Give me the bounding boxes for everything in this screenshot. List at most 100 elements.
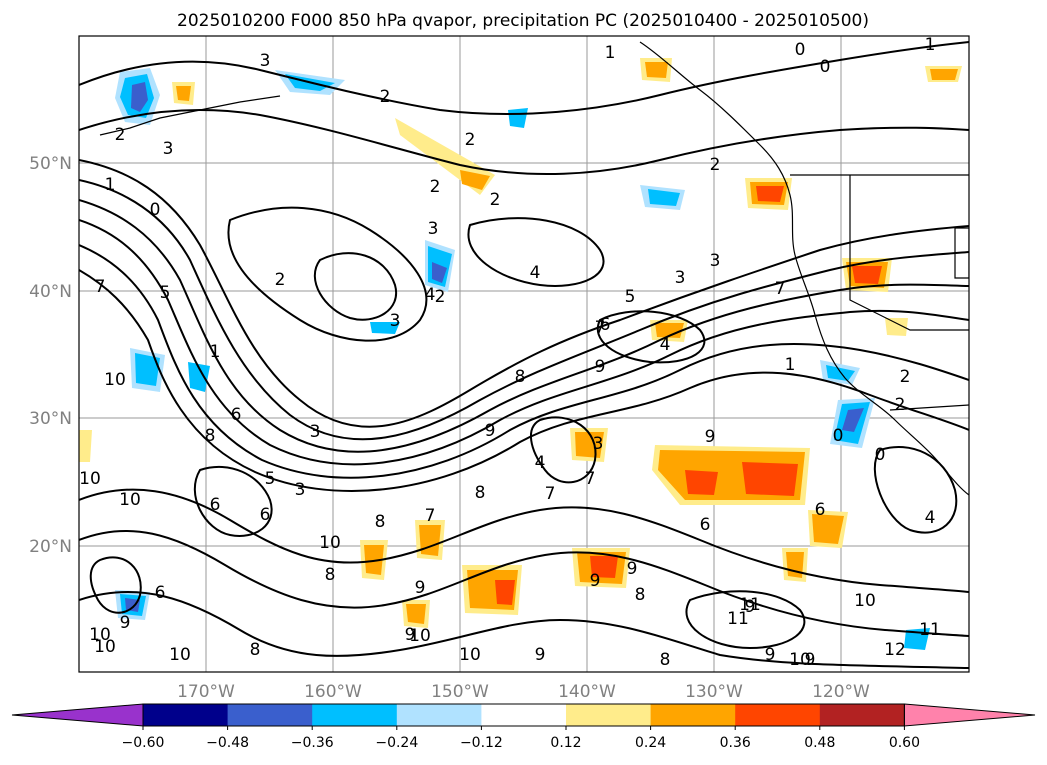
contour-label: 3 xyxy=(390,311,401,331)
positive-anomaly-strong xyxy=(495,580,515,605)
contour-label: 9 xyxy=(595,357,606,377)
colorbar-extend-high xyxy=(903,703,1036,727)
contour-label: 8 xyxy=(375,512,386,532)
contour-label: 3 xyxy=(260,51,271,71)
contour-label: 2 xyxy=(490,190,501,210)
contour-label: 8 xyxy=(660,650,671,670)
colorbar-cell xyxy=(312,704,398,726)
negative-anomaly-strong xyxy=(131,82,148,112)
contour-label: 0 xyxy=(795,40,806,60)
contour-label: 4 xyxy=(535,453,546,473)
lat-label-30n: 30°N xyxy=(29,409,72,429)
contour-label: 2 xyxy=(710,155,721,175)
colorbar-tick-label: −0.36 xyxy=(291,735,334,751)
colorbar-tick-label: −0.60 xyxy=(122,735,165,751)
colorbar-tick-label: −0.24 xyxy=(375,735,418,751)
contour-label: 2 xyxy=(895,395,906,415)
contour-label: 9 xyxy=(805,650,816,670)
colorbar-cell xyxy=(143,704,229,726)
colorbar-extend-low xyxy=(11,703,144,727)
contour-label: 3 xyxy=(295,480,306,500)
positive-anomaly-core xyxy=(176,86,191,101)
contour-label: 2 xyxy=(900,367,911,387)
qvapor-contours xyxy=(79,41,969,669)
lat-label-50n: 50°N xyxy=(29,154,72,174)
contour-label: 9 xyxy=(485,421,496,441)
contour-line xyxy=(79,488,969,593)
contour-label: 1 xyxy=(785,355,796,375)
positive-anomaly-core xyxy=(655,323,684,338)
contour-label: 7 xyxy=(545,484,556,504)
lon-label-130w: 130°W xyxy=(685,682,743,702)
negative-anomaly-core xyxy=(188,362,210,392)
positive-anomaly-patch xyxy=(885,318,908,336)
negative-anomaly-core xyxy=(135,353,160,386)
contour-label: 6 xyxy=(231,405,242,425)
contour-label: 8 xyxy=(205,426,216,446)
contour-label: 10 xyxy=(459,645,481,665)
contour-line xyxy=(79,269,969,492)
contour-label: 8 xyxy=(475,483,486,503)
contour-label: 3 xyxy=(675,268,686,288)
contour-line xyxy=(79,159,969,428)
negative-anomaly-strong xyxy=(432,262,447,283)
contour-label: 7 xyxy=(775,279,786,299)
contour-label: 9 xyxy=(535,645,546,665)
contour-label: 10 xyxy=(319,533,341,553)
contour-loop xyxy=(467,217,605,287)
contour-line xyxy=(79,109,969,176)
contour-label: 6 xyxy=(210,495,221,515)
negative-anomaly-core xyxy=(648,189,680,206)
contour-label: 9 xyxy=(415,578,426,598)
colorbar-tick-label: 0.36 xyxy=(720,735,751,751)
lat-label-20n: 20°N xyxy=(29,537,72,557)
contour-label: 0 xyxy=(820,57,831,77)
contour-label: 10 xyxy=(119,490,141,510)
contour-label: 6 xyxy=(700,515,711,535)
contour-label: 2 xyxy=(380,87,391,107)
contour-label: 3 xyxy=(710,251,721,271)
contour-label: 1 xyxy=(925,35,936,55)
colorbar-cell xyxy=(650,704,736,726)
plot-title: 2025010200 F000 850 hPa qvapor, precipit… xyxy=(177,11,869,31)
contour-label: 11 xyxy=(739,595,761,615)
positive-anomaly-core xyxy=(460,170,490,190)
contour-line xyxy=(79,219,969,466)
positive-anomaly-core xyxy=(575,432,604,458)
longitude-labels: 170°W 160°W 150°W 140°W 130°W 120°W xyxy=(177,682,870,702)
map-border xyxy=(78,35,970,673)
lon-label-150w: 150°W xyxy=(431,682,489,702)
positive-anomaly-core xyxy=(812,514,844,544)
contour-label: 10 xyxy=(409,626,431,646)
colorbar-tick-label: −0.48 xyxy=(206,735,249,751)
lon-label-120w: 120°W xyxy=(812,682,870,702)
contour-label: 0 xyxy=(875,445,886,465)
colorbar-tick-label: −0.12 xyxy=(460,735,503,751)
contour-loop xyxy=(597,310,706,364)
graticule xyxy=(79,36,969,672)
contour-label: 2 xyxy=(430,177,441,197)
negative-anomaly-core xyxy=(370,322,400,334)
contour-label: 5 xyxy=(265,469,276,489)
contour-label: 9 xyxy=(120,613,131,633)
colorbar-tick-label: 0.60 xyxy=(889,735,920,751)
lat-label-40n: 40°N xyxy=(29,282,72,302)
contour-label: 8 xyxy=(635,585,646,605)
negative-anomaly-strong xyxy=(125,598,140,612)
colorbar-cell xyxy=(566,704,652,726)
contour-label: 8 xyxy=(325,565,336,585)
state-border-box xyxy=(954,227,969,279)
contour-label: 11 xyxy=(919,620,941,640)
contour-label: 2 xyxy=(435,287,446,307)
contour-label: 9 xyxy=(405,625,416,645)
colorbar-tick-label: 0.24 xyxy=(635,735,666,751)
contour-label: 3 xyxy=(593,434,604,454)
contour-label: 5 xyxy=(160,283,171,303)
colorbar-tick-label: 0.48 xyxy=(804,735,835,751)
contour-label: 9 xyxy=(627,559,638,579)
colorbar-cell xyxy=(481,704,567,726)
contour-label: 7 xyxy=(425,506,436,526)
contour-label: 0 xyxy=(833,426,844,446)
positive-anomaly-strong xyxy=(590,556,618,578)
